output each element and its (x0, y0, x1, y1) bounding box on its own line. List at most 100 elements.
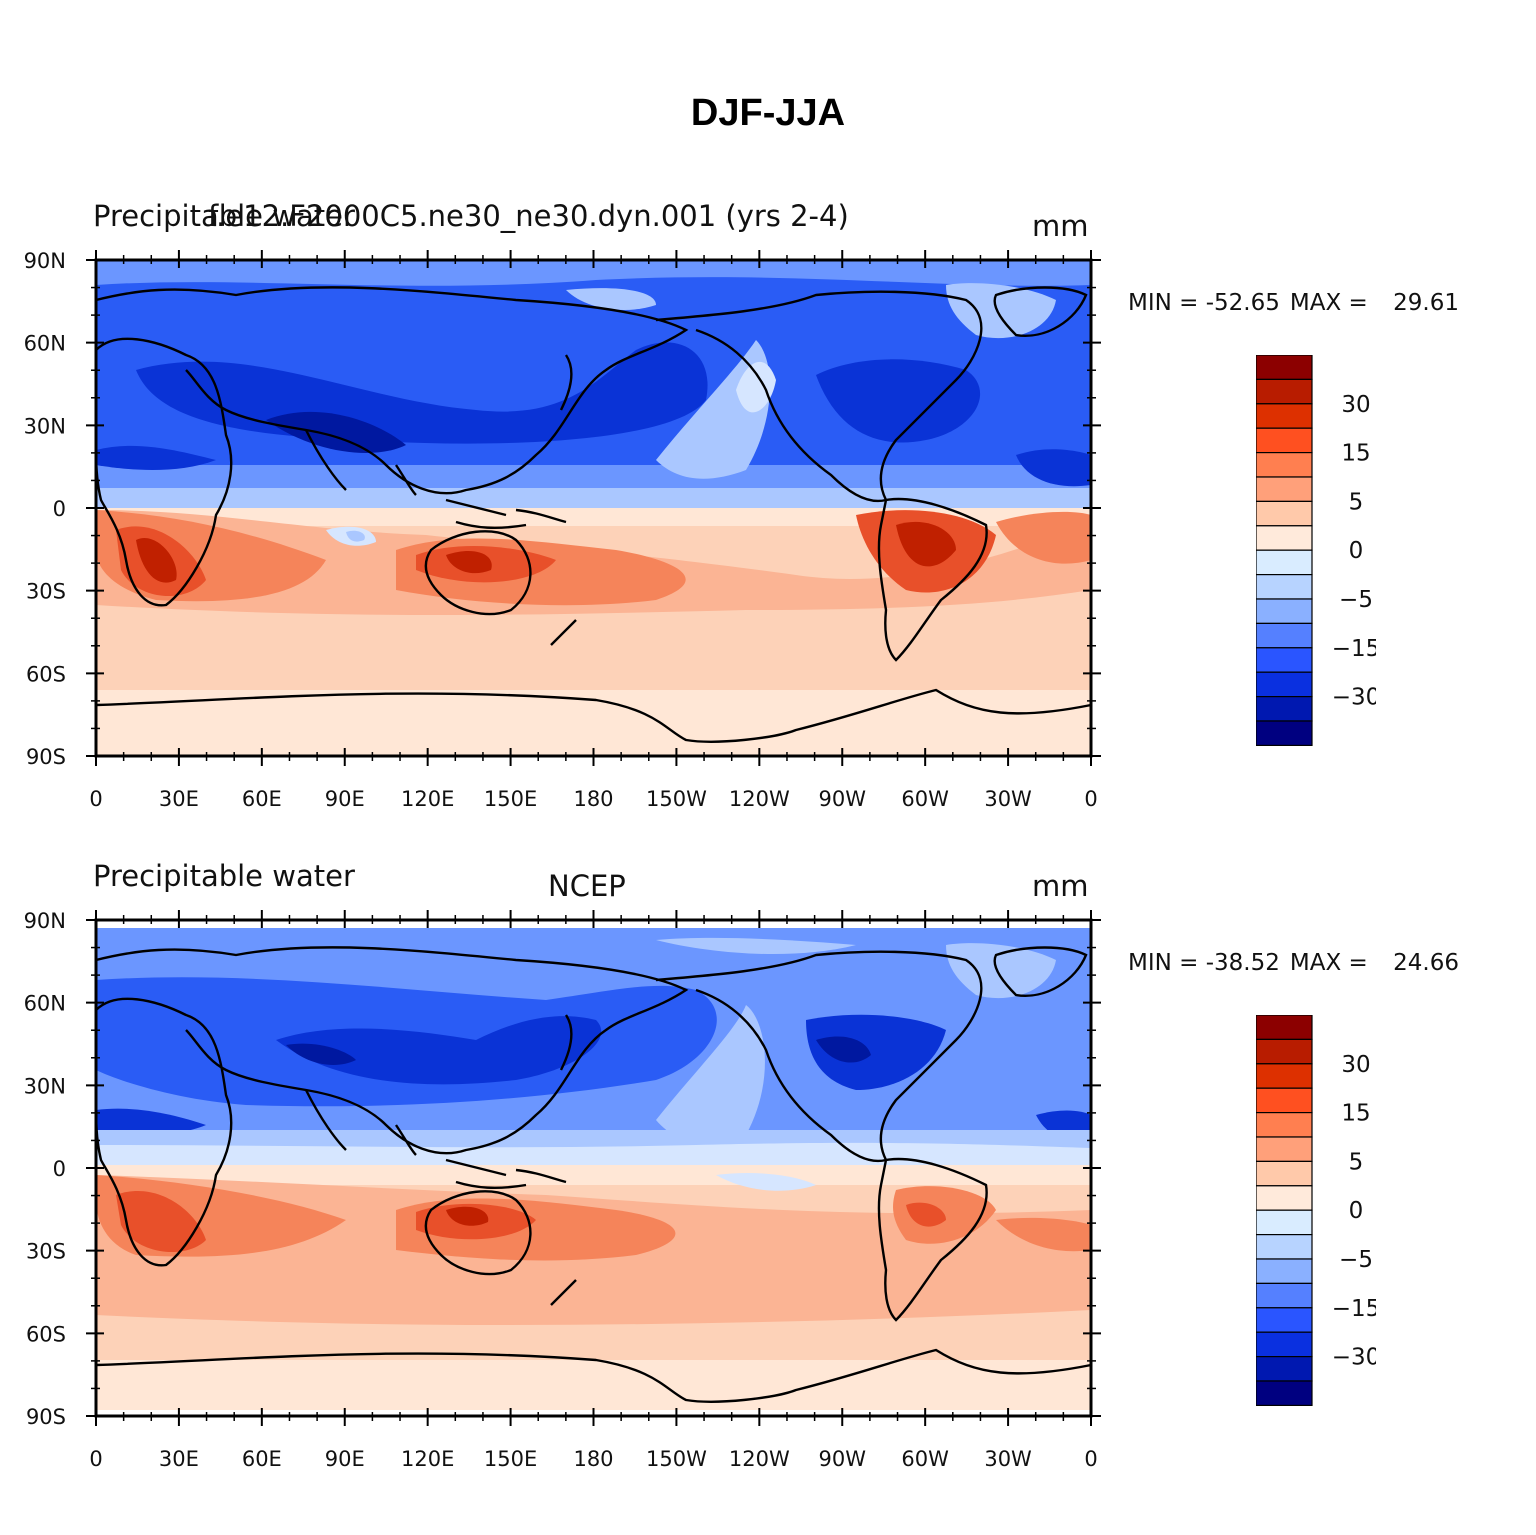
colorbar-box (1256, 1331, 1313, 1358)
lat-tick-label: 30S (26, 1240, 66, 1264)
lat-tick-label: 60S (26, 662, 66, 686)
lon-tick-label: 30E (159, 787, 199, 811)
colorbar-label: −30 (1332, 685, 1376, 711)
colorbar-box (1256, 500, 1313, 527)
lon-tick-label: 180 (573, 1447, 613, 1471)
center-string: f.e12.F2000C5.ne30_ne30.dyn.001 (yrs 2-4… (208, 199, 849, 233)
lon-tick-label: 90E (325, 787, 365, 811)
colorbar-box (1256, 1307, 1313, 1333)
colorbar-box (1256, 451, 1313, 478)
lon-tick-label: 90W (819, 787, 867, 811)
colorbar-box (1256, 403, 1313, 429)
lon-tick-label: 30E (159, 1447, 199, 1471)
colorbar-label: 30 (1341, 1052, 1370, 1078)
lat-tick-label: 30S (26, 580, 66, 604)
min-label: MIN = (1128, 950, 1206, 976)
colorbar-box (1256, 1258, 1313, 1284)
colorbar-label: 15 (1341, 1101, 1370, 1127)
lat-tick-label: 90N (24, 909, 66, 933)
lat-tick-label: 90S (26, 745, 66, 769)
colorbar-label: −30 (1332, 1345, 1376, 1371)
colorbar-box (1256, 427, 1313, 454)
colorbar: 30 15 5 0 −5 −15 −30 (1256, 1015, 1376, 1406)
lon-tick-label: 120W (729, 1447, 790, 1471)
lon-tick-label: 0 (89, 787, 102, 811)
lat-tick-label: 90S (26, 1405, 66, 1429)
max-value: 29.61 (1393, 290, 1459, 316)
colorbar-box (1256, 1380, 1313, 1406)
colorbar-label: −5 (1339, 1247, 1373, 1273)
units-string: mm (1032, 869, 1089, 903)
colorbar-box (1256, 1111, 1313, 1138)
lon-tick-label: 120E (401, 787, 454, 811)
lon-tick-label: 180 (573, 787, 613, 811)
colorbar-box (1256, 1185, 1313, 1211)
colorbar-box (1256, 1282, 1313, 1309)
lon-tick-label: 30W (984, 787, 1032, 811)
min-label: MIN = (1128, 290, 1206, 316)
colorbar-box (1256, 1087, 1313, 1114)
left-string: Precipitable water (93, 859, 355, 893)
min-max-readout: MIN = -38.52 MAX = 24.66 (1128, 950, 1459, 976)
lon-tick-label: 60W (901, 1447, 949, 1471)
colorbar-box (1256, 622, 1313, 649)
lon-tick-label: 150W (646, 1447, 707, 1471)
contour-map: 90N 60N 30N 0 30S 60S 90S 0 30E 60E 90E 120E 150E 180… (24, 909, 1101, 1471)
lon-tick-label: 150E (484, 1447, 537, 1471)
colorbar-box (1256, 1063, 1313, 1089)
colorbar-label: 0 (1349, 1198, 1364, 1224)
colorbar-box (1256, 378, 1313, 405)
center-string: NCEP (548, 869, 626, 903)
lat-tick-label: 60N (24, 332, 66, 356)
colorbar-box (1256, 1234, 1313, 1260)
colorbar-box (1256, 1015, 1313, 1040)
colorbar-box (1256, 720, 1313, 746)
colorbar-box (1256, 671, 1313, 698)
colorbar-label: 0 (1349, 538, 1364, 564)
lat-tick-label: 30N (24, 414, 66, 438)
colorbar-box (1256, 574, 1313, 600)
colorbar-box (1256, 696, 1313, 722)
lat-tick-label: 0 (53, 497, 66, 521)
colorbar-label: −5 (1339, 587, 1373, 613)
colorbar-box (1256, 1136, 1313, 1162)
max-value: 24.66 (1393, 950, 1459, 976)
lon-tick-label: 150E (484, 787, 537, 811)
lon-tick-label: 90W (819, 1447, 867, 1471)
colorbar-box (1256, 549, 1313, 576)
contour-map: 90N 60N 30N 0 30S 60S 90S 0 30E 60E 90E 120E 150E 180… (24, 249, 1101, 811)
lon-tick-label: 60W (901, 787, 949, 811)
colorbar-box (1256, 476, 1313, 502)
colorbar-box (1256, 598, 1313, 624)
lat-tick-label: 30N (24, 1074, 66, 1098)
max-label: MAX = (1289, 290, 1376, 316)
colorbar-box (1256, 1038, 1313, 1065)
colorbar-box (1256, 1356, 1313, 1382)
lat-tick-label: 90N (24, 249, 66, 273)
colorbar-label: 30 (1341, 392, 1370, 418)
lon-tick-label: 0 (89, 1447, 102, 1471)
figure-title: DJF-JJA (690, 92, 846, 134)
colorbar-box (1256, 355, 1313, 380)
lon-tick-label: 60E (242, 787, 282, 811)
colorbar-box (1256, 525, 1313, 551)
min-value: -52.65 (1205, 290, 1280, 316)
lat-tick-label: 60S (26, 1322, 66, 1346)
colorbar-label: −15 (1332, 1296, 1376, 1322)
ncep-map-panel: Precipitable water NCEP mm (0, 855, 1536, 1515)
lat-tick-label: 60N (24, 992, 66, 1016)
colorbar-label: −15 (1332, 636, 1376, 662)
colorbar-label: 5 (1349, 489, 1364, 515)
max-label: MAX = (1289, 950, 1376, 976)
left-string: Precipitable water (93, 199, 355, 233)
colorbar-box (1256, 647, 1313, 673)
lon-tick-label: 150W (646, 787, 707, 811)
lon-tick-label: 60E (242, 1447, 282, 1471)
colorbar-label: 5 (1349, 1149, 1364, 1175)
min-max-readout: MIN = -52.65 MAX = 29.61 (1128, 290, 1459, 316)
colorbar: 30 15 5 0 −5 −15 −30 (1256, 355, 1376, 746)
lon-tick-label: 0 (1084, 787, 1097, 811)
units-string: mm (1032, 209, 1089, 243)
min-value: -38.52 (1205, 950, 1280, 976)
lon-tick-label: 30W (984, 1447, 1032, 1471)
